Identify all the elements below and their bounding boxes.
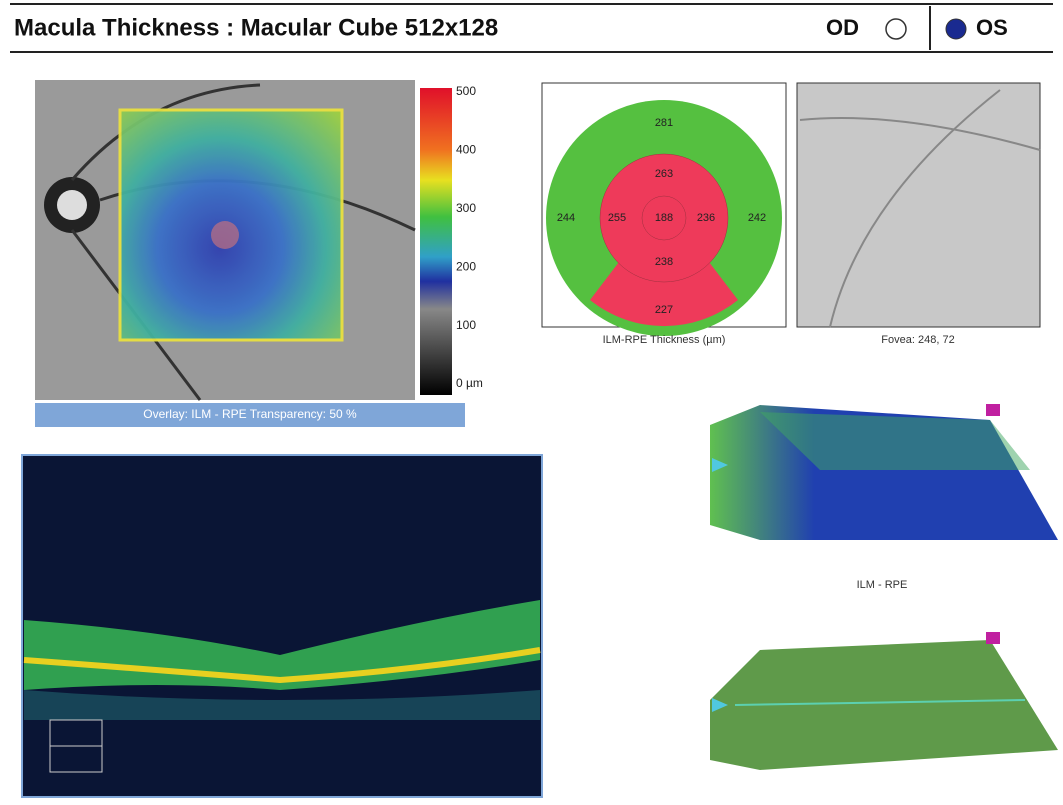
thickness-map: 281 263 244 255 188 236 242 238 227 ILM-…: [541, 82, 787, 346]
surface-maps: ILM - RPE: [710, 404, 1058, 770]
thickness-caption: ILM-RPE Thickness (µm): [603, 334, 726, 346]
colorbar-label: 500: [456, 84, 476, 98]
fovea-panel: Fovea: 248, 72: [796, 82, 1041, 346]
colorbar-label: 300: [456, 201, 476, 215]
os-label[interactable]: OS: [976, 15, 1008, 40]
fundus-panel: 500 400 300 200 100 0 µm Overlay: ILM - RPE T…: [35, 80, 483, 427]
sector-value: 227: [655, 304, 673, 316]
fovea-caption: Fovea: 248, 72: [881, 334, 954, 346]
sector-value: 244: [557, 212, 575, 224]
od-label[interactable]: OD: [826, 15, 859, 40]
colorbar-label: 100: [456, 318, 476, 332]
title: Macula Thickness : Macular Cube 512x128: [14, 14, 498, 41]
colorbar-label: 400: [456, 143, 476, 157]
colorbar-label: 0 µm: [456, 376, 483, 390]
b-scan: [21, 454, 543, 798]
sector-value: 242: [748, 212, 766, 224]
colorbar-label: 200: [456, 259, 476, 273]
header: Macula Thickness : Macular Cube 512x128 …: [10, 3, 1053, 53]
sector-value: 236: [697, 212, 715, 224]
os-radio[interactable]: [945, 18, 967, 40]
od-radio[interactable]: [885, 18, 907, 40]
sector-value: 255: [608, 212, 626, 224]
sector-value: 188: [655, 212, 673, 224]
sector-value: 263: [655, 168, 673, 180]
overlay-caption: Overlay: ILM - RPE Transparency: 50 %: [143, 407, 357, 421]
sector-value: 281: [655, 117, 673, 129]
surface-caption: ILM - RPE: [857, 579, 908, 591]
sector-value: 238: [655, 256, 673, 268]
